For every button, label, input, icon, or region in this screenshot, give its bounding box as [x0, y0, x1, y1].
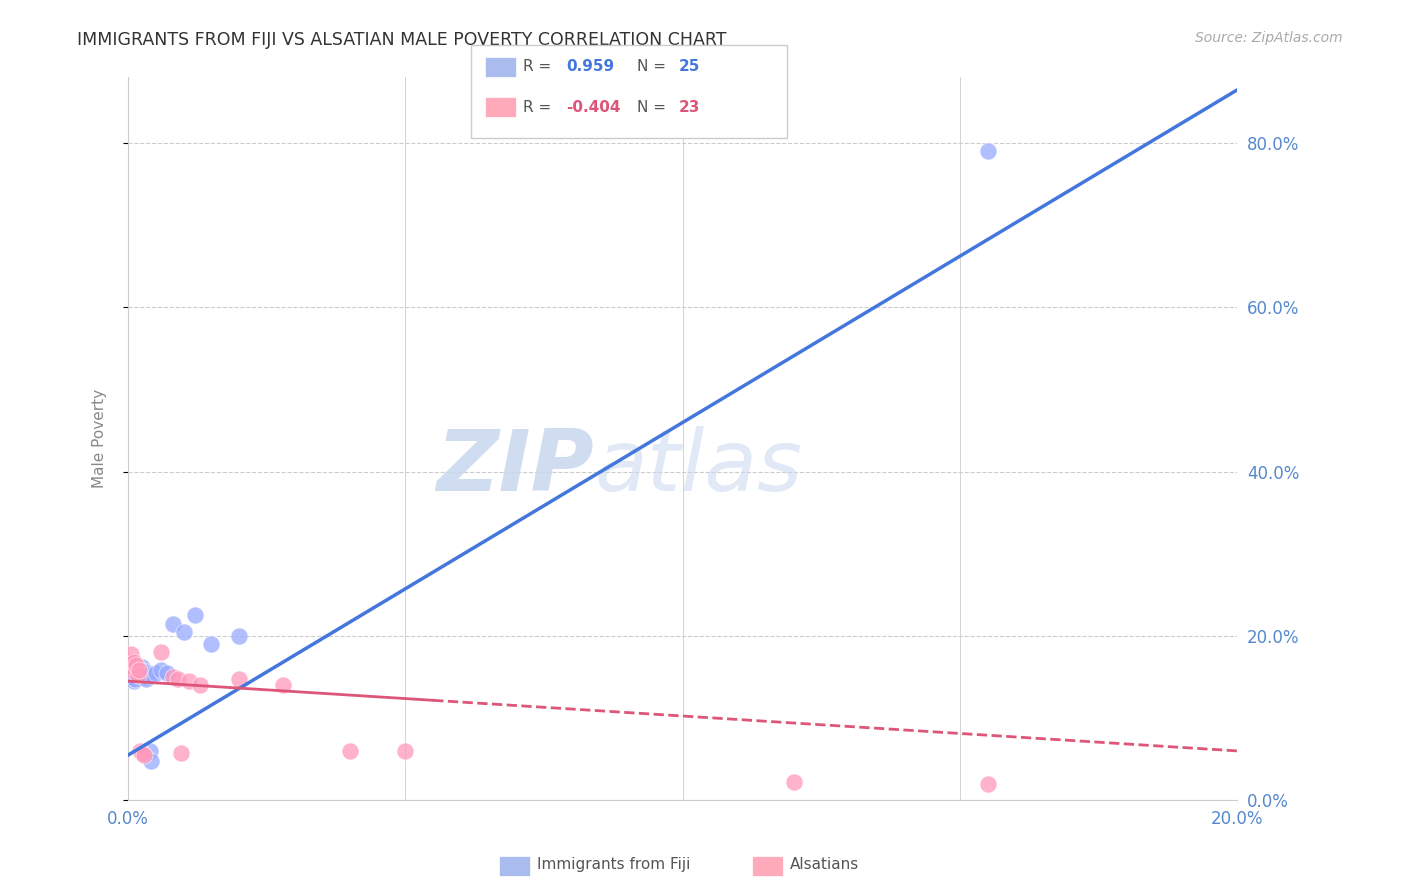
Text: N =: N = [637, 60, 666, 74]
Point [118, 654, 141, 668]
Point [394, 744, 416, 758]
Point [134, 670, 156, 684]
Point [162, 616, 184, 631]
Point [125, 657, 148, 672]
Point [120, 665, 142, 680]
Point [339, 744, 361, 758]
Point [150, 645, 173, 659]
Point [124, 672, 146, 686]
Point [136, 665, 159, 680]
Point [125, 662, 148, 676]
Point [121, 670, 143, 684]
Point [131, 660, 153, 674]
Point [179, 674, 201, 689]
Text: Source: ZipAtlas.com: Source: ZipAtlas.com [1195, 31, 1343, 45]
Point [127, 668, 149, 682]
Point [124, 665, 146, 680]
Point [150, 664, 173, 678]
Point [127, 664, 149, 678]
Point [183, 608, 205, 623]
Point [129, 744, 152, 758]
Point [977, 777, 1000, 791]
Y-axis label: Male Poverty: Male Poverty [93, 389, 107, 489]
Text: N =: N = [637, 100, 666, 114]
Point [121, 660, 143, 674]
Point [120, 647, 142, 661]
Text: Alsatians: Alsatians [790, 857, 859, 871]
Point [162, 670, 184, 684]
Point [139, 744, 162, 758]
Point [132, 747, 155, 762]
Text: -0.404: -0.404 [567, 100, 621, 114]
Point [122, 655, 145, 669]
Text: Immigrants from Fiji: Immigrants from Fiji [537, 857, 690, 871]
Point [200, 637, 222, 651]
Point [131, 746, 153, 760]
Text: 23: 23 [679, 100, 700, 114]
Point [122, 674, 145, 689]
Text: R =: R = [523, 60, 551, 74]
Point [167, 672, 190, 686]
Point [273, 678, 295, 692]
Point [188, 678, 211, 692]
Point [173, 624, 195, 639]
Point [977, 145, 1000, 159]
Point [228, 672, 250, 686]
Point [128, 668, 150, 682]
Point [228, 629, 250, 643]
Point [783, 775, 806, 789]
Text: 25: 25 [679, 60, 700, 74]
Text: 0.959: 0.959 [567, 60, 614, 74]
Point [141, 754, 163, 768]
Text: atlas: atlas [595, 426, 801, 509]
Point [135, 672, 157, 686]
Point [129, 665, 152, 680]
Text: R =: R = [523, 100, 551, 114]
Point [145, 665, 167, 680]
Point [128, 664, 150, 678]
Point [156, 665, 179, 680]
Point [170, 746, 193, 760]
Text: IMMIGRANTS FROM FIJI VS ALSATIAN MALE POVERTY CORRELATION CHART: IMMIGRANTS FROM FIJI VS ALSATIAN MALE PO… [77, 31, 727, 49]
Point [138, 668, 160, 682]
Text: ZIP: ZIP [436, 426, 595, 509]
Point [132, 665, 155, 679]
